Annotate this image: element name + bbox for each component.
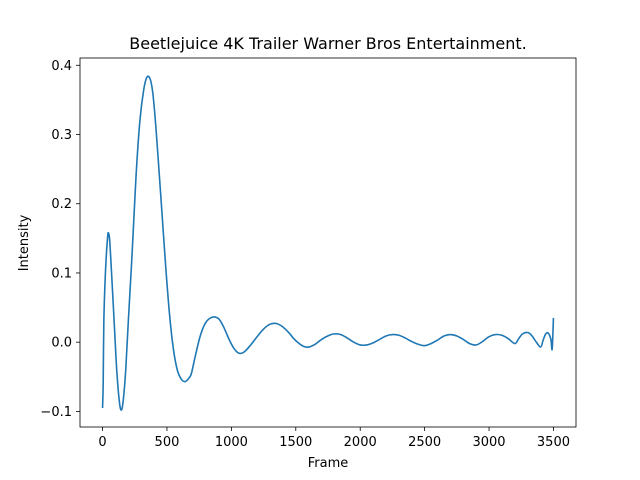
- y-tick-label: 0.4: [51, 59, 72, 74]
- y-tick-label: 0.3: [51, 128, 72, 143]
- x-tick-label: 0: [98, 435, 106, 450]
- plot-area: 0 500 1000 1500 2000 2500 3000 3500 −0.1 0.0 0.1 0…: [40, 57, 577, 450]
- x-tick-label: 3500: [537, 435, 570, 450]
- series-layer: [101, 75, 555, 411]
- x-axis-label: Frame: [308, 456, 349, 471]
- y-axis: −0.1 0.0 0.1 0.2 0.3 0.4: [40, 59, 80, 420]
- x-tick-label: 1000: [215, 435, 248, 450]
- chart-title: Beetlejuice 4K Trailer Warner Bros Enter…: [129, 34, 526, 53]
- plot-background: [80, 58, 576, 427]
- plot-frame: [79, 57, 577, 428]
- x-tick-label: 3000: [472, 435, 505, 450]
- x-tick-label: 1500: [279, 435, 312, 450]
- y-tick-label: 0.2: [51, 197, 72, 212]
- x-tick-label: 2000: [344, 435, 377, 450]
- y-tick-label: 0.1: [51, 266, 72, 281]
- y-axis-label: Intensity: [17, 214, 32, 271]
- series-line: [101, 75, 555, 411]
- y-tick-label: −0.1: [40, 405, 72, 420]
- y-tick-label: 0.0: [51, 336, 72, 351]
- x-tick-label: 500: [155, 435, 180, 450]
- x-tick-label: 2500: [408, 435, 441, 450]
- x-axis: 0 500 1000 1500 2000 2500 3000 3500: [98, 427, 570, 450]
